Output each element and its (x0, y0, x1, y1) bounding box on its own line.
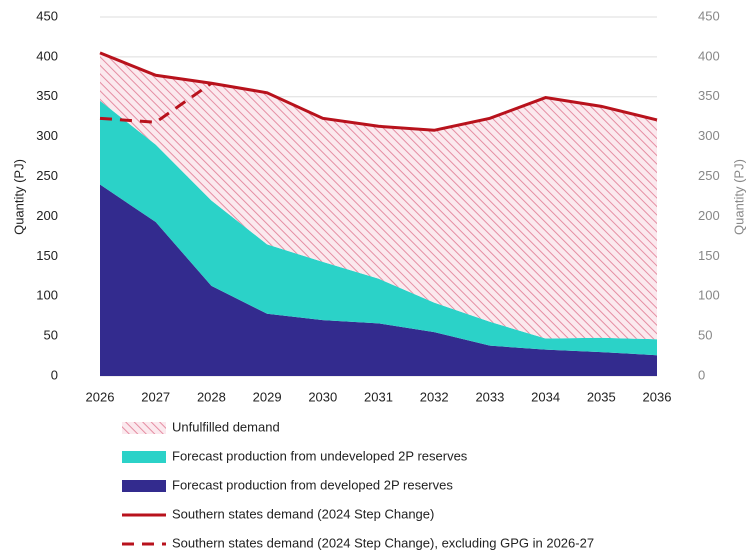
y-tick-label: 100 (36, 288, 58, 303)
x-tick-label: 2027 (141, 389, 170, 404)
y-tick-label: 250 (36, 168, 58, 183)
x-tick-label: 2028 (197, 389, 226, 404)
y2-tick-label: 350 (698, 88, 720, 103)
area (100, 100, 657, 356)
legend-label: Forecast production from undeveloped 2P … (172, 448, 468, 463)
x-tick-label: 2030 (308, 389, 337, 404)
x-tick-label: 2033 (475, 389, 504, 404)
y2-tick-label: 0 (698, 367, 705, 382)
legend-label: Southern states demand (2024 Step Change… (172, 506, 434, 521)
y-tick-label: 300 (36, 128, 58, 143)
legend-label: Southern states demand (2024 Step Change… (172, 535, 594, 550)
y-tick-label: 450 (36, 8, 58, 23)
y2-tick-label: 200 (698, 208, 720, 223)
y2-tick-label: 50 (698, 328, 712, 343)
y2-tick-label: 400 (698, 48, 720, 63)
y2-tick-label: 150 (698, 248, 720, 263)
x-tick-label: 2026 (86, 389, 115, 404)
y2-tick-label: 250 (698, 168, 720, 183)
y2-tick-label: 300 (698, 128, 720, 143)
x-tick-label: 2035 (587, 389, 616, 404)
y-tick-label: 50 (44, 328, 58, 343)
y2-axis-label: Quantity (PJ) (731, 159, 746, 235)
line (99, 51, 658, 132)
x-tick-label: 2034 (531, 389, 560, 404)
area (100, 52, 657, 340)
y-tick-label: 200 (36, 208, 58, 223)
x-tick-label: 2031 (364, 389, 393, 404)
y-tick-label: 150 (36, 248, 58, 263)
y-tick-label: 0 (51, 367, 58, 382)
legend-label: Unfulfilled demand (172, 419, 280, 434)
legend-swatch (122, 422, 166, 434)
x-tick-label: 2036 (643, 389, 672, 404)
legend-swatch (122, 480, 166, 492)
line (99, 81, 213, 124)
y2-tick-label: 450 (698, 8, 720, 23)
x-tick-label: 2032 (420, 389, 449, 404)
area (100, 184, 657, 376)
legend-swatch (122, 451, 166, 463)
y-tick-label: 350 (36, 88, 58, 103)
y-tick-label: 400 (36, 48, 58, 63)
x-tick-label: 2029 (253, 389, 282, 404)
y2-tick-label: 100 (698, 288, 720, 303)
legend-label: Forecast production from developed 2P re… (172, 477, 453, 492)
y-axis-label: Quantity (PJ) (11, 159, 26, 235)
